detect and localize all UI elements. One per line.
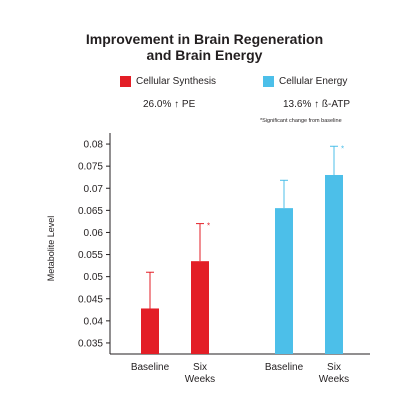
category-label-1-1-1: Weeks [319,374,349,385]
y-tick-label-1: 0.04 [84,316,104,327]
y-tick-label-2: 0.045 [78,294,103,305]
bar-0-1 [191,261,209,354]
category-label-0-1-1: Weeks [185,374,215,385]
y-tick-label-4: 0.055 [78,250,103,261]
category-label-0-1-0: Six [193,362,207,373]
significance-note: *Significant change from baseline [260,118,342,124]
y-tick-label-5: 0.06 [84,228,104,239]
y-axis-title: Metabolite Level [46,216,56,282]
bar-0-0 [141,308,159,354]
legend-swatch-energy [263,76,274,87]
legend-label-energy: Cellular Energy [279,76,348,87]
category-label-0-0-0: Baseline [131,362,170,373]
legend-label-synthesis: Cellular Synthesis [136,76,217,87]
significance-marker-0-1: * [207,222,210,231]
y-tick-label-8: 0.075 [78,162,103,173]
chart-title-line-2: and Brain Energy [146,47,263,63]
y-tick-label-6: 0.065 [78,206,103,217]
significance-marker-1-1: * [341,144,344,153]
bar-1-1 [325,174,343,354]
y-tick-label-7: 0.07 [84,184,104,195]
y-tick-label-0: 0.035 [78,338,103,349]
stat-energy: 13.6% ↑ ß-ATP [283,99,351,110]
category-label-1-1-0: Six [327,362,341,373]
y-tick-label-3: 0.05 [84,272,104,283]
legend-swatch-synthesis [120,76,131,87]
category-label-1-0-0: Baseline [265,362,304,373]
y-tick-label-9: 0.08 [84,140,104,151]
bar-1-0 [275,208,293,354]
chart-title-line-1: Improvement in Brain Regeneration [85,31,324,47]
stat-synthesis: 26.0% ↑ PE [143,99,196,110]
